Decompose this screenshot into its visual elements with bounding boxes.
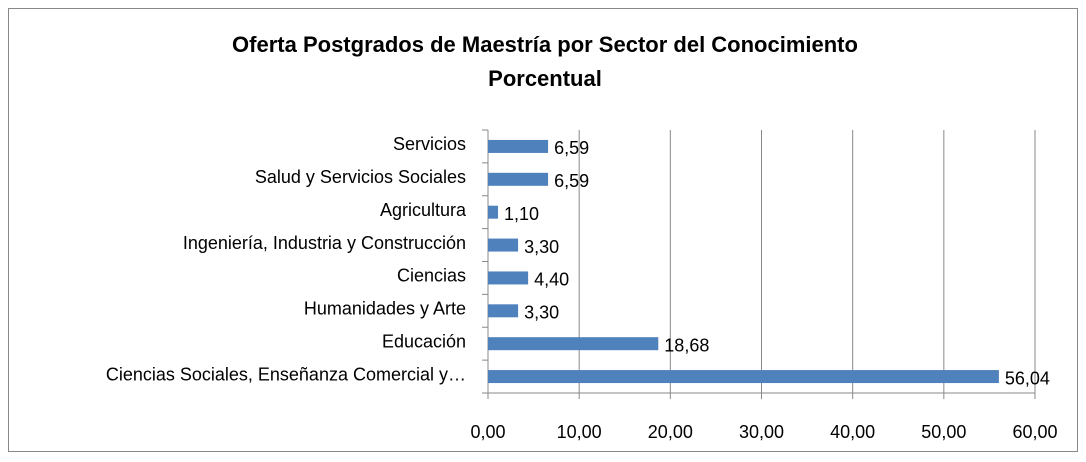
x-tick-label: 30,00 — [739, 422, 784, 442]
value-label: 1,10 — [504, 204, 539, 224]
y-tick-label: Ciencias Sociales, Enseñanza Comercial y… — [106, 364, 466, 384]
y-tick-label: Servicios — [393, 134, 466, 154]
value-label: 18,68 — [664, 335, 709, 355]
y-tick-label: Educación — [382, 331, 466, 351]
y-tick-label: Ciencias — [397, 266, 466, 286]
y-tick-label: Ingeniería, Industria y Construcción — [183, 233, 466, 253]
y-tick-label: Salud y Servicios Sociales — [255, 167, 466, 187]
value-label: 4,40 — [534, 270, 569, 290]
x-tick-label: 20,00 — [648, 422, 693, 442]
x-tick-label: 40,00 — [830, 422, 875, 442]
bar — [488, 304, 519, 318]
bar — [488, 139, 549, 153]
value-label: 6,59 — [554, 171, 589, 191]
bar — [488, 238, 519, 252]
x-tick-label: 0,00 — [470, 422, 505, 442]
bar — [488, 337, 659, 351]
y-tick-label: Agricultura — [380, 200, 467, 220]
value-label: 56,04 — [1005, 368, 1050, 388]
y-tick-label: Humanidades y Arte — [304, 299, 466, 319]
value-label: 6,59 — [554, 138, 589, 158]
bar — [488, 172, 549, 186]
x-tick-label: 10,00 — [557, 422, 602, 442]
value-label: 3,30 — [524, 303, 559, 323]
value-label: 3,30 — [524, 237, 559, 257]
chart-title: Oferta Postgrados de Maestría por Sector… — [232, 32, 858, 57]
bar — [488, 370, 999, 384]
x-tick-label: 60,00 — [1012, 422, 1057, 442]
bar — [488, 271, 529, 285]
x-tick-label: 50,00 — [921, 422, 966, 442]
bar — [488, 205, 499, 219]
chart-subtitle: Porcentual — [488, 66, 602, 91]
